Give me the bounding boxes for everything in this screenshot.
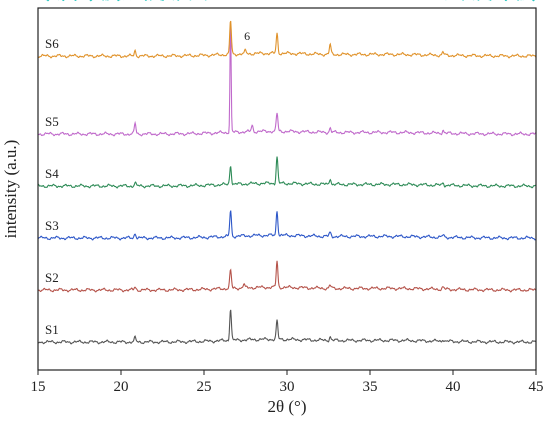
series-line-s1: [37, 309, 537, 345]
plot-frame: [37, 7, 537, 371]
series-label-s1: S1: [45, 322, 59, 337]
series-line-s5: [37, 24, 537, 137]
y-axis-title: intensity (a.u.): [1, 140, 20, 239]
series-line-s2: [37, 260, 537, 293]
series-label-s2: S2: [45, 270, 59, 285]
series-label-s6: S6: [45, 36, 59, 51]
labels-layer: S1S2S3S4S5S6S741153246: [45, 29, 250, 337]
series-line-s3: [37, 210, 537, 241]
x-tick-label: 45: [529, 379, 544, 395]
x-tick-label: 25: [197, 379, 212, 395]
x-tick-label: 30: [280, 379, 295, 395]
x-tick-label: 20: [114, 379, 129, 395]
x-tick-label: 35: [363, 379, 378, 395]
x-tick-label: 40: [446, 379, 461, 395]
series-label-s4: S4: [45, 166, 59, 181]
series-layer: [37, 0, 537, 345]
series-label-s3: S3: [45, 218, 59, 233]
series-line-s6: [37, 20, 537, 59]
series-line-s4: [37, 156, 537, 189]
peak-annotation: 6: [244, 29, 250, 43]
x-axis: 15 20 25 30 35 40 45: [31, 370, 544, 395]
x-tick-label: 15: [31, 379, 46, 395]
series-line-s7: [45, 0, 535, 2]
x-axis-title: 2θ (°): [267, 397, 306, 416]
series-label-s5: S5: [45, 114, 59, 129]
